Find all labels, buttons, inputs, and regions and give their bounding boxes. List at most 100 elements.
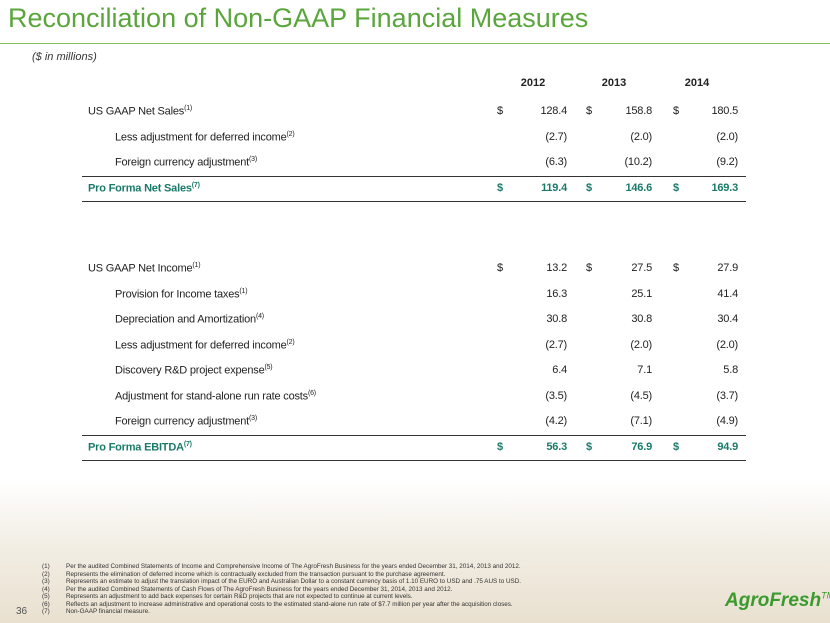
value: (3.7) xyxy=(716,389,738,402)
value: 158.8 xyxy=(625,105,652,117)
currency: $ xyxy=(497,262,503,274)
value: (9.2) xyxy=(716,156,738,168)
note-ref: (7) xyxy=(191,181,200,189)
logo-mark: TM xyxy=(821,590,830,601)
row-label: Adjustment for stand-alone run rate cost… xyxy=(115,390,316,403)
column-year: 2013 xyxy=(601,77,627,89)
label-text: Pro Forma EBITDA xyxy=(88,441,184,454)
label-text: Discovery R&D project expense xyxy=(115,364,265,377)
value: 27.5 xyxy=(631,262,652,274)
value: 25.1 xyxy=(631,287,652,300)
note-ref: (4) xyxy=(255,313,264,320)
row-label: Depreciation and Amortization(4) xyxy=(115,313,264,326)
note-ref: (3) xyxy=(249,156,257,163)
value: (2.0) xyxy=(630,338,652,351)
currency: $ xyxy=(673,440,679,453)
note-ref: (5) xyxy=(264,364,273,371)
subtitle: ($ in millions) xyxy=(32,51,97,63)
row-label: Foreign currency adjustment(3) xyxy=(115,156,257,169)
value: 30.4 xyxy=(717,313,738,325)
note-ref: (3) xyxy=(249,415,257,422)
rule-line xyxy=(82,200,746,202)
row-label: Provision for Income taxes(1) xyxy=(115,287,248,301)
value: 169.3 xyxy=(711,181,738,194)
currency: $ xyxy=(673,181,679,194)
value: (4.9) xyxy=(716,415,738,427)
logo: AgroFreshTM xyxy=(725,590,830,612)
label-text: Depreciation and Amortization xyxy=(115,313,256,326)
footnote-number: (5) xyxy=(42,593,50,600)
currency: $ xyxy=(586,181,592,194)
value: 76.9 xyxy=(631,440,652,453)
value: (10.2) xyxy=(624,156,652,168)
label-text: Pro Forma Net Sales xyxy=(88,182,192,195)
value: (6.3) xyxy=(545,156,567,168)
label-text: Less adjustment for deferred income xyxy=(115,131,287,144)
value: 180.5 xyxy=(711,105,738,117)
column-year: 2012 xyxy=(520,77,546,89)
row-label: Less adjustment for deferred income(2) xyxy=(115,131,295,144)
note-ref: (6) xyxy=(307,389,316,397)
note-ref: (1) xyxy=(239,287,248,295)
footnote-text: Reflects an adjustment to increase admin… xyxy=(66,600,513,608)
value: 128.4 xyxy=(540,105,567,117)
footnote-text: Non-GAAP financial measure. xyxy=(66,608,150,615)
footnote-text: Represents the elimination of deferred i… xyxy=(66,570,446,578)
note-ref: (1) xyxy=(184,105,193,112)
currency: $ xyxy=(586,105,592,117)
value: 7.1 xyxy=(637,364,652,376)
footnote-number: (2) xyxy=(42,570,50,578)
label-text: Foreign currency adjustment xyxy=(115,156,249,169)
total-label: Pro Forma Net Sales(7) xyxy=(88,182,200,195)
footnote-text: Per the audited Combined Statements of I… xyxy=(66,563,521,570)
footnote-text: Per the audited Combined Statements of C… xyxy=(66,585,453,593)
value: 119.4 xyxy=(541,181,567,194)
value: 16.3 xyxy=(546,287,567,300)
value: 5.8 xyxy=(723,364,738,376)
footnote-number: (7) xyxy=(42,608,50,615)
note-ref: (2) xyxy=(286,338,295,346)
currency: $ xyxy=(586,262,592,274)
value: 13.2 xyxy=(546,262,567,274)
row-label: Discovery R&D project expense(5) xyxy=(115,364,273,377)
title: Reconciliation of Non-GAAP Financial Mea… xyxy=(8,3,589,33)
currency: $ xyxy=(586,440,592,453)
row-label: US GAAP Net Income(1) xyxy=(88,262,201,275)
label-text: Adjustment for stand-alone run rate cost… xyxy=(115,390,308,403)
currency: $ xyxy=(497,181,503,194)
row-label: Less adjustment for deferred income(2) xyxy=(115,339,295,352)
value: 56.3 xyxy=(546,440,567,453)
footnote-number: (6) xyxy=(42,600,50,608)
label-text: US GAAP Net Sales xyxy=(88,105,185,118)
footnote-text: Represents an estimate to adjust the tra… xyxy=(66,578,522,585)
footnote-number: (1) xyxy=(42,563,50,570)
value: 41.4 xyxy=(717,287,738,300)
value: (3.5) xyxy=(545,389,567,402)
note-ref: (2) xyxy=(286,130,295,138)
rule-line xyxy=(82,459,746,461)
footnote-number: (4) xyxy=(42,585,50,593)
currency: $ xyxy=(673,105,679,117)
value: (4.5) xyxy=(630,389,652,402)
rule-line xyxy=(82,434,746,436)
value: 94.9 xyxy=(717,440,738,453)
logo-text: AgroFresh xyxy=(725,590,822,611)
value: (7.1) xyxy=(630,415,652,427)
currency: $ xyxy=(673,262,679,274)
label-text: Less adjustment for deferred income xyxy=(115,339,287,352)
row-label: US GAAP Net Sales(1) xyxy=(88,105,192,118)
footnote-text: Represents an adjustment to add back exp… xyxy=(66,593,413,600)
value: (4.2) xyxy=(545,415,567,427)
value: 146.6 xyxy=(625,181,652,194)
label-text: Provision for Income taxes xyxy=(115,288,240,301)
currency: $ xyxy=(497,105,503,117)
value: (2.0) xyxy=(716,130,738,143)
page-number: 36 xyxy=(16,606,28,617)
note-ref: (7) xyxy=(183,440,192,448)
value: (2.7) xyxy=(545,130,567,143)
footnote-number: (3) xyxy=(42,578,50,585)
value: 6.4 xyxy=(552,364,567,376)
value: (2.0) xyxy=(630,130,652,143)
value: 27.9 xyxy=(717,262,738,274)
